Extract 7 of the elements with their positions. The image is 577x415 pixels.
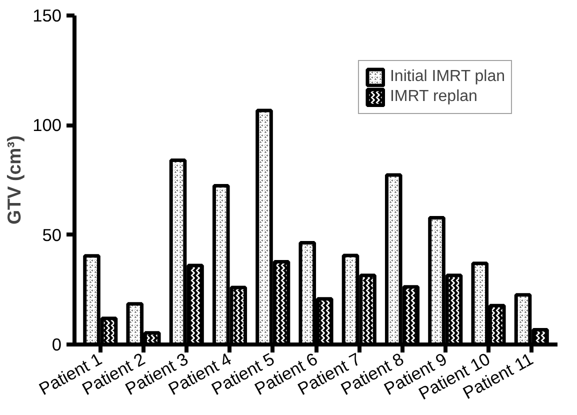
legend-label: IMRT replan	[390, 88, 478, 106]
y-axis-title: GTV (cm³)	[4, 135, 25, 225]
y-tick-label: 50	[42, 224, 62, 245]
y-tick-label: 100	[32, 115, 62, 136]
legend-label: Initial IMRT plan	[390, 68, 505, 86]
y-tick-label: 150	[32, 6, 62, 26]
y-tick-label: 0	[52, 334, 62, 354]
